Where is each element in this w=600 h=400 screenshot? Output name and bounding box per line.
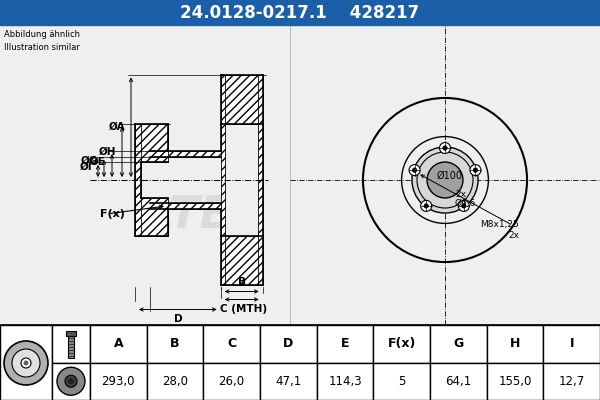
Bar — [150, 209, 168, 236]
Bar — [150, 203, 221, 209]
Bar — [135, 198, 168, 236]
Text: 24.0128-0217.1    428217: 24.0128-0217.1 428217 — [181, 4, 419, 22]
Bar — [317, 362, 373, 400]
Circle shape — [461, 204, 466, 208]
Text: H: H — [510, 337, 520, 350]
Text: Ø6,6: Ø6,6 — [455, 199, 476, 208]
Circle shape — [21, 358, 31, 368]
Text: 155,0: 155,0 — [499, 375, 532, 388]
Bar — [430, 362, 487, 400]
Text: ØI: ØI — [79, 162, 92, 172]
Circle shape — [470, 165, 481, 176]
Text: D: D — [283, 337, 293, 350]
Circle shape — [421, 200, 431, 211]
Text: 28,0: 28,0 — [162, 375, 188, 388]
Text: ØH: ØH — [98, 147, 116, 157]
Bar — [150, 151, 221, 157]
Bar — [317, 325, 373, 362]
Bar — [146, 325, 203, 362]
Circle shape — [409, 165, 420, 176]
Bar — [260, 325, 317, 362]
Bar — [221, 236, 263, 286]
Bar — [0, 325, 52, 400]
Circle shape — [439, 142, 451, 154]
Text: D: D — [173, 314, 182, 324]
Bar — [0, 25, 600, 325]
Circle shape — [424, 204, 428, 208]
Text: ØE: ØE — [90, 156, 106, 166]
Bar — [90, 362, 146, 400]
Text: 47,1: 47,1 — [275, 375, 301, 388]
Circle shape — [427, 162, 463, 198]
Bar — [135, 124, 141, 236]
Text: ØG: ØG — [81, 156, 98, 166]
Bar — [0, 325, 600, 400]
Circle shape — [4, 341, 48, 385]
Circle shape — [23, 360, 29, 366]
Bar — [66, 331, 76, 336]
Text: F(x): F(x) — [100, 209, 125, 219]
Text: Abbildung ähnlich
Illustration similar: Abbildung ähnlich Illustration similar — [4, 30, 80, 52]
Text: 5: 5 — [398, 375, 406, 388]
Text: B: B — [238, 278, 245, 288]
Text: I: I — [569, 337, 574, 350]
Bar — [544, 325, 600, 362]
Text: B: B — [170, 337, 180, 350]
Text: C (MTH): C (MTH) — [220, 304, 267, 314]
Text: 2x: 2x — [508, 230, 519, 240]
Bar — [221, 74, 263, 124]
Bar — [0, 0, 600, 25]
Circle shape — [458, 200, 469, 211]
Circle shape — [412, 168, 417, 172]
Circle shape — [57, 367, 85, 395]
Text: 293,0: 293,0 — [101, 375, 135, 388]
Bar — [90, 325, 146, 362]
Bar — [150, 124, 168, 151]
Bar — [225, 124, 258, 236]
Text: G: G — [453, 337, 463, 350]
Text: ATE: ATE — [139, 194, 230, 236]
Text: 114,3: 114,3 — [328, 375, 362, 388]
Bar — [141, 162, 168, 198]
Bar — [221, 74, 225, 286]
Bar — [430, 325, 487, 362]
Bar — [544, 362, 600, 400]
Bar — [373, 362, 430, 400]
Text: Ø100: Ø100 — [437, 171, 463, 181]
Text: 26,0: 26,0 — [218, 375, 245, 388]
Text: 2x: 2x — [455, 190, 466, 199]
Bar — [258, 74, 263, 286]
Circle shape — [412, 147, 478, 213]
Text: C: C — [227, 337, 236, 350]
Bar — [52, 325, 90, 362]
Bar — [487, 325, 544, 362]
Circle shape — [65, 375, 77, 387]
Bar — [260, 362, 317, 400]
Circle shape — [473, 168, 478, 172]
Text: 12,7: 12,7 — [559, 375, 585, 388]
Circle shape — [443, 146, 447, 150]
Bar — [52, 362, 90, 400]
Bar — [373, 325, 430, 362]
Bar — [203, 362, 260, 400]
Bar — [135, 124, 168, 162]
Text: M8x1,25: M8x1,25 — [480, 220, 519, 230]
Circle shape — [68, 378, 74, 384]
Text: E: E — [341, 337, 349, 350]
Bar — [487, 362, 544, 400]
Text: F(x): F(x) — [388, 337, 416, 350]
Text: ØA: ØA — [109, 122, 125, 132]
Bar — [68, 334, 74, 358]
Text: 64,1: 64,1 — [445, 375, 472, 388]
Circle shape — [12, 349, 40, 377]
Bar — [146, 362, 203, 400]
Bar — [203, 325, 260, 362]
Text: A: A — [113, 337, 123, 350]
